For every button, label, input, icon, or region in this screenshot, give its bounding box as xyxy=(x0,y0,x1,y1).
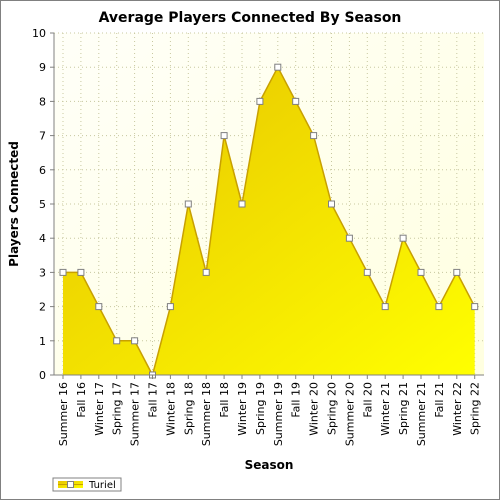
x-tick-label: Fall 17 xyxy=(147,382,160,418)
x-tick-label: Fall 16 xyxy=(75,382,88,418)
data-point-marker xyxy=(113,337,121,345)
x-tick-label: Summer 20 xyxy=(343,382,356,446)
x-tick-label: Winter 19 xyxy=(236,382,249,436)
y-tick-label: 2 xyxy=(39,301,46,314)
series-area-fill xyxy=(63,67,475,375)
y-tick-label: 0 xyxy=(39,369,46,382)
data-point-marker xyxy=(292,97,300,105)
y-tick-label: 10 xyxy=(32,27,46,40)
data-point-marker xyxy=(95,303,103,311)
chart-title: Average Players Connected By Season xyxy=(99,10,402,26)
x-tick-label: Winter 17 xyxy=(93,382,106,436)
data-point-marker xyxy=(184,200,192,208)
legend-marker xyxy=(67,481,74,488)
data-point-marker xyxy=(471,303,479,311)
y-tick-label: 4 xyxy=(39,232,46,245)
x-tick-label: Summer 16 xyxy=(57,382,70,446)
x-tick-label: Winter 21 xyxy=(379,382,392,436)
y-axis-label: Players Connected xyxy=(7,141,21,267)
x-tick-labels: Summer 16 Fall 16 Winter 17 Spring 17 Summer… xyxy=(57,375,482,446)
data-point-marker xyxy=(345,234,353,242)
y-tick-label: 1 xyxy=(39,335,46,348)
y-tick-label: 5 xyxy=(39,198,46,211)
data-point-marker xyxy=(328,200,335,208)
x-tick-label: Summer 18 xyxy=(200,382,213,446)
x-tick-label: Spring 17 xyxy=(111,382,124,435)
x-tick-label: Spring 18 xyxy=(182,382,195,435)
data-point-marker xyxy=(274,63,282,71)
legend-label: Turiel xyxy=(88,480,116,491)
x-tick-label: Fall 18 xyxy=(218,382,231,418)
x-tick-label: Summer 17 xyxy=(129,382,142,446)
x-tick-label: Winter 22 xyxy=(451,382,464,436)
x-tick-label: Spring 21 xyxy=(397,382,410,435)
y-tick-label: 8 xyxy=(39,95,46,108)
data-point-marker xyxy=(417,268,425,276)
data-point-marker xyxy=(363,268,371,276)
x-axis-label: Season xyxy=(245,458,294,472)
data-point-marker xyxy=(310,132,318,140)
data-point-marker xyxy=(202,268,210,276)
y-tick-label: 9 xyxy=(39,61,46,74)
data-point-marker xyxy=(238,200,246,208)
y-tick-label: 6 xyxy=(39,164,46,177)
y-tick-label: 7 xyxy=(39,130,46,143)
x-tick-label: Spring 22 xyxy=(469,382,482,435)
data-point-marker xyxy=(256,97,264,105)
data-point-marker xyxy=(59,268,67,276)
data-point-marker xyxy=(381,303,389,311)
data-point-marker xyxy=(220,132,228,140)
x-tick-label: Spring 20 xyxy=(326,382,339,435)
data-point-marker xyxy=(77,268,85,276)
x-tick-label: Spring 19 xyxy=(254,382,267,435)
data-point-marker xyxy=(399,234,407,242)
y-tick-labels: 0 1 2 3 4 5 6 7 8 9 10 xyxy=(32,27,54,382)
x-tick-label: Summer 19 xyxy=(272,382,285,446)
legend: Turiel xyxy=(52,477,122,492)
x-tick-label: Fall 20 xyxy=(361,382,374,418)
data-point-marker xyxy=(453,268,461,276)
x-tick-label: Winter 18 xyxy=(164,382,177,436)
x-tick-label: Fall 19 xyxy=(290,382,303,418)
data-point-marker xyxy=(435,303,443,311)
x-tick-label: Summer 21 xyxy=(415,382,428,446)
data-point-marker xyxy=(131,337,139,345)
y-tick-label: 3 xyxy=(39,266,46,279)
data-point-marker xyxy=(166,303,174,311)
x-tick-label: Fall 21 xyxy=(433,382,446,418)
x-tick-label: Winter 20 xyxy=(308,382,321,436)
